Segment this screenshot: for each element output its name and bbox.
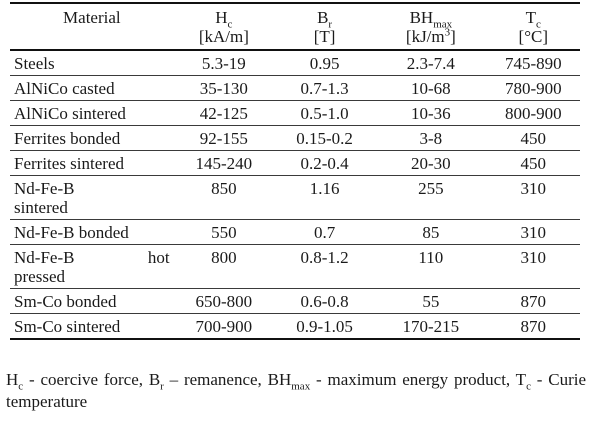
cell-bhmax: 2.3-7.4 <box>375 50 487 76</box>
cell-hc: 92-155 <box>173 125 275 151</box>
cell-hc: 800 <box>173 244 275 289</box>
cell-br: 0.5-1.0 <box>274 100 376 126</box>
cell-hc: 35-130 <box>173 75 275 101</box>
table-row: AlNiCo casted 35-130 0.7-1.3 10-68 780-9… <box>10 75 580 101</box>
cell-tc: 800-900 <box>486 100 580 126</box>
cell-material: Nd-Fe-B sintered <box>10 175 174 220</box>
cell-material: Steels <box>10 50 174 76</box>
table-footnote: Hc - coercive force, Br – remanence, BHm… <box>6 370 587 411</box>
cell-br: 0.8-1.2 <box>274 244 376 289</box>
table-row: Steels 5.3-19 0.95 2.3-7.4 745-890 <box>10 50 580 76</box>
header-material: Material <box>10 2 174 51</box>
cell-hc: 145-240 <box>173 150 275 176</box>
cell-tc: 450 <box>486 150 580 176</box>
header-hc: Hc [kA/m] <box>173 2 275 51</box>
cell-material: AlNiCo sintered <box>10 100 174 126</box>
table-row: Ferrites sintered 145-240 0.2-0.4 20-30 … <box>10 150 580 176</box>
cell-hc: 700-900 <box>173 313 275 340</box>
cell-tc: 870 <box>486 288 580 314</box>
cell-tc: 745-890 <box>486 50 580 76</box>
cell-bhmax: 20-30 <box>375 150 487 176</box>
cell-br: 0.6-0.8 <box>274 288 376 314</box>
cell-br: 0.95 <box>274 50 376 76</box>
cell-tc: 780-900 <box>486 75 580 101</box>
cell-br: 0.7-1.3 <box>274 75 376 101</box>
header-br: Br [T] <box>274 2 376 51</box>
table-header-row: Material Hc [kA/m] Br [T] BHmax [kJ/m3] … <box>10 2 580 51</box>
cell-tc: 310 <box>486 244 580 289</box>
table-row: Sm-Co bonded 650-800 0.6-0.8 55 870 <box>10 288 580 314</box>
table-row: Nd-Fe-B bonded 550 0.7 85 310 <box>10 219 580 245</box>
cell-material: Sm-Co bonded <box>10 288 174 314</box>
table-row: Nd-Fe-B sintered 850 1.16 255 310 <box>10 175 580 220</box>
header-bhmax: BHmax [kJ/m3] <box>375 2 487 51</box>
cell-tc: 450 <box>486 125 580 151</box>
cell-br: 0.9-1.05 <box>274 313 376 340</box>
cell-tc: 310 <box>486 219 580 245</box>
cell-bhmax: 85 <box>375 219 487 245</box>
cell-material: Nd-Fe-B hot pressed <box>10 244 174 289</box>
cell-material: Ferrites sintered <box>10 150 174 176</box>
cell-bhmax: 170-215 <box>375 313 487 340</box>
cell-br: 1.16 <box>274 175 376 220</box>
cell-bhmax: 55 <box>375 288 487 314</box>
cell-material: AlNiCo casted <box>10 75 174 101</box>
cell-material: Ferrites bonded <box>10 125 174 151</box>
cell-bhmax: 255 <box>375 175 487 220</box>
cell-tc: 310 <box>486 175 580 220</box>
table-row: Nd-Fe-B hot pressed 800 0.8-1.2 110 310 <box>10 244 580 289</box>
cell-hc: 650-800 <box>173 288 275 314</box>
cell-bhmax: 110 <box>375 244 487 289</box>
table-row: AlNiCo sintered 42-125 0.5-1.0 10-36 800… <box>10 100 580 126</box>
cell-hc: 550 <box>173 219 275 245</box>
cell-material: Nd-Fe-B bonded <box>10 219 174 245</box>
cell-material: Sm-Co sintered <box>10 313 174 340</box>
table-row: Ferrites bonded 92-155 0.15-0.2 3-8 450 <box>10 125 580 151</box>
cell-bhmax: 10-68 <box>375 75 487 101</box>
header-tc: Tc [°C] <box>486 2 580 51</box>
table-row: Sm-Co sintered 700-900 0.9-1.05 170-215 … <box>10 313 580 340</box>
cell-hc: 5.3-19 <box>173 50 275 76</box>
cell-hc: 42-125 <box>173 100 275 126</box>
magnet-properties-table: Material Hc [kA/m] Br [T] BHmax [kJ/m3] … <box>10 2 580 340</box>
cell-br: 0.15-0.2 <box>274 125 376 151</box>
cell-br: 0.7 <box>274 219 376 245</box>
cell-bhmax: 3-8 <box>375 125 487 151</box>
cell-hc: 850 <box>173 175 275 220</box>
cell-bhmax: 10-36 <box>375 100 487 126</box>
cell-tc: 870 <box>486 313 580 340</box>
cell-br: 0.2-0.4 <box>274 150 376 176</box>
